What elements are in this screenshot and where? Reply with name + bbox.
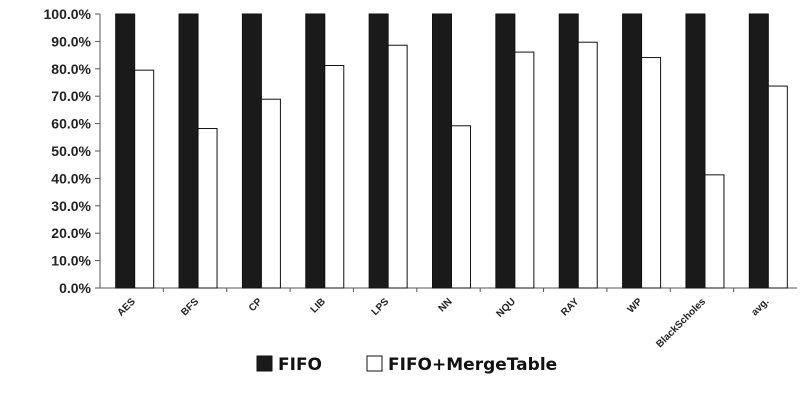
bars [115,13,788,289]
x-category-label: NN [437,296,455,314]
bar-fifo-mergetable [577,41,598,289]
x-category-label: avg. [750,296,772,318]
y-tick-label: 50.0% [51,143,91,159]
bar-fifo-mergetable [324,65,345,289]
bar-fifo [558,13,579,289]
x-category-label: LIB [309,296,328,315]
bar-fifo [495,13,516,289]
bar-fifo [685,13,706,289]
y-tick-label: 100.0% [44,6,92,22]
y-tick-label: 90.0% [51,33,91,49]
legend-label-fifo-mergetable: FIFO+MergeTable [388,355,557,375]
x-category-label: BFS [179,296,201,318]
bar-fifo [432,13,452,289]
y-axis: 0.0% 10.0% 20.0% 30.0% 40.0% 50.0% 60.0% 70.0% 8… [44,6,101,296]
bar-fifo-mergetable [514,51,535,289]
bar-fifo [368,13,389,289]
category-labels: AES BFS CP LIB LPS NN NQU RAY WP BlackScholes avg. [115,296,771,350]
x-axis [100,287,797,292]
bar-fifo [622,13,643,289]
x-category-label: AES [115,296,138,319]
y-tick-label: 70.0% [51,88,91,104]
x-category-label: CP [247,296,265,314]
y-tick-label: 80.0% [51,61,91,77]
x-category-label: NQU [494,296,518,320]
bar-fifo [115,13,136,289]
y-tick-label: 30.0% [51,198,91,214]
y-tick-label: 60.0% [51,116,91,132]
bar-fifo [748,13,769,289]
y-tick-label: 20.0% [51,225,91,241]
x-category-label: RAY [559,296,581,318]
y-tick-label: 10.0% [51,253,91,269]
bar-fifo-mergetable [451,125,471,289]
legend: FIFO FIFO+MergeTable [256,355,557,375]
bar-fifo-mergetable [134,69,155,289]
bar-fifo [178,13,199,289]
bar-fifo-mergetable [260,98,281,289]
legend-swatch-fifo [256,355,273,372]
bar-fifo-mergetable [767,85,788,289]
x-category-label: WP [626,296,645,315]
legend-swatch-fifo-mergetable [366,355,383,372]
bar-fifo [305,13,326,289]
y-tick-label: 0.0% [59,280,91,296]
x-category-label: LPS [370,296,392,318]
bar-fifo-mergetable [197,128,218,289]
legend-label-fifo: FIFO [278,355,322,375]
x-category-label: BlackScholes [654,296,708,350]
bar-fifo-mergetable [387,44,408,289]
y-tick-label: 40.0% [51,170,91,186]
bar-fifo-mergetable [641,57,662,289]
bar-fifo-mergetable [704,174,725,289]
bar-fifo [241,13,262,289]
